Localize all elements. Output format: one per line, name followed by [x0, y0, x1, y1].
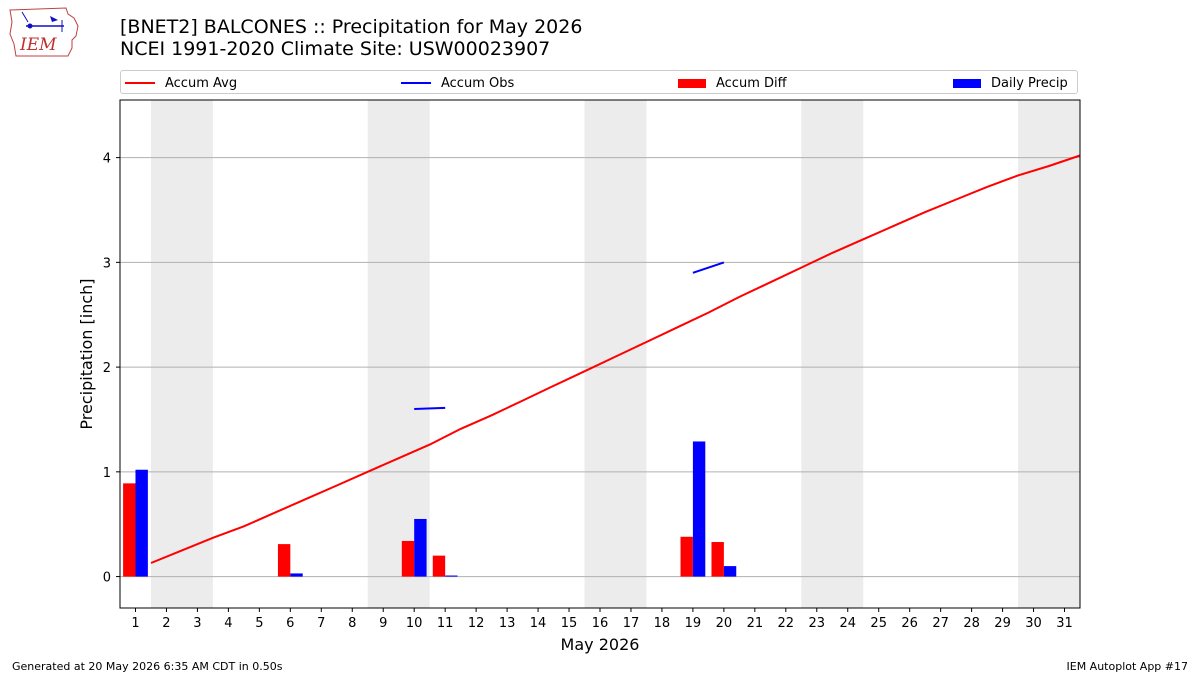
x-tick-label-6: 6 [286, 616, 294, 631]
bar-daily-precip-day-20 [723, 566, 737, 577]
legend-swatch-accum-avg [125, 82, 155, 84]
x-tick-label-7: 7 [317, 616, 325, 631]
bar-daily-precip-day-19 [692, 441, 706, 577]
bar-accum-diff-day-1 [123, 483, 136, 577]
line-accum-obs-segment-2 [692, 261, 725, 274]
y-tick-label-3: 3 [103, 256, 111, 271]
title-line-2: NCEI 1991-2020 Climate Site: USW00023907 [120, 38, 551, 60]
x-tick-label-12: 12 [468, 616, 485, 631]
line-accum-avg [150, 154, 1081, 564]
x-tick-label-25: 25 [870, 616, 887, 631]
x-axis-label: May 2026 [561, 635, 640, 654]
x-tick-label-29: 29 [994, 616, 1011, 631]
logo-text: IEM [19, 35, 57, 55]
x-tick-label-15: 15 [561, 616, 578, 631]
line-accum-obs-segment-1 [414, 406, 446, 410]
y-tick-label-4: 4 [103, 152, 111, 167]
x-tick-label-11: 11 [437, 616, 454, 631]
x-tick-label-2: 2 [162, 616, 170, 631]
y-axis-label: Precipitation [inch] [77, 278, 96, 429]
x-tick-label-3: 3 [193, 616, 201, 631]
bar-daily-precip-day-6 [290, 573, 303, 577]
iem-logo: IEM [9, 7, 79, 57]
footer-generated: Generated at 20 May 2026 6:35 AM CDT in … [12, 660, 283, 673]
weekend-shade-4 [801, 100, 864, 608]
x-tick-label-27: 27 [932, 616, 949, 631]
x-tick-label-4: 4 [224, 616, 232, 631]
x-tick-label-30: 30 [1025, 616, 1042, 631]
legend-swatch-accum-diff [678, 78, 706, 88]
x-tick-label-8: 8 [348, 616, 356, 631]
x-tick-label-9: 9 [379, 616, 387, 631]
x-tick-label-24: 24 [839, 616, 856, 631]
x-tick-label-17: 17 [623, 616, 640, 631]
bar-accum-diff-day-6 [277, 544, 291, 577]
title-line-1: [BNET2] BALCONES :: Precipitation for Ma… [120, 16, 583, 38]
legend-swatch-accum-obs [401, 82, 431, 84]
bar-accum-diff-day-11 [432, 555, 446, 577]
x-tick-label-21: 21 [747, 616, 764, 631]
iowa-outline-icon [9, 7, 79, 57]
bar-accum-diff-day-20 [711, 542, 724, 577]
y-tick-label-2: 2 [103, 361, 111, 376]
legend-item-daily-precip: Daily Precip [953, 74, 1068, 92]
legend: Accum Avg Accum Obs Accum Diff Daily Pre… [120, 70, 1078, 94]
footer-app: IEM Autoplot App #17 [1066, 660, 1189, 673]
x-tick-label-23: 23 [809, 616, 826, 631]
x-tick-label-18: 18 [654, 616, 671, 631]
x-tick-label-14: 14 [530, 616, 547, 631]
weekend-shade-5 [1018, 100, 1080, 608]
x-tick-label-5: 5 [255, 616, 263, 631]
legend-label-accum-obs: Accum Obs [441, 75, 515, 91]
legend-label-accum-diff: Accum Diff [716, 75, 787, 91]
y-tick-label-0: 0 [103, 571, 111, 586]
x-tick-label-26: 26 [901, 616, 918, 631]
x-tick-label-31: 31 [1056, 616, 1073, 631]
legend-label-accum-avg: Accum Avg [165, 75, 238, 91]
legend-swatch-daily-precip [953, 78, 981, 88]
bar-daily-precip-day-10 [414, 518, 427, 577]
bar-daily-precip-day-1 [135, 469, 148, 577]
legend-item-accum-diff: Accum Diff [678, 74, 787, 92]
x-tick-label-22: 22 [778, 616, 795, 631]
weekend-shade-1 [150, 100, 213, 608]
x-tick-label-20: 20 [716, 616, 733, 631]
legend-label-daily-precip: Daily Precip [991, 75, 1068, 91]
legend-item-accum-obs: Accum Obs [401, 74, 514, 92]
x-tick-label-1: 1 [131, 616, 139, 631]
legend-item-accum-avg: Accum Avg [125, 74, 237, 92]
weekend-shade-3 [584, 100, 647, 608]
bar-accum-diff-day-19 [680, 536, 693, 577]
x-tick-label-10: 10 [406, 616, 423, 631]
chart-title: [BNET2] BALCONES :: Precipitation for Ma… [120, 16, 582, 60]
x-tick-label-19: 19 [685, 616, 702, 631]
x-tick-label-16: 16 [592, 616, 609, 631]
y-tick-label-1: 1 [103, 466, 111, 481]
x-tick-label-28: 28 [963, 616, 980, 631]
bar-accum-diff-day-10 [401, 540, 415, 577]
x-tick-label-13: 13 [499, 616, 516, 631]
bar-daily-precip-day-11 [445, 575, 458, 577]
